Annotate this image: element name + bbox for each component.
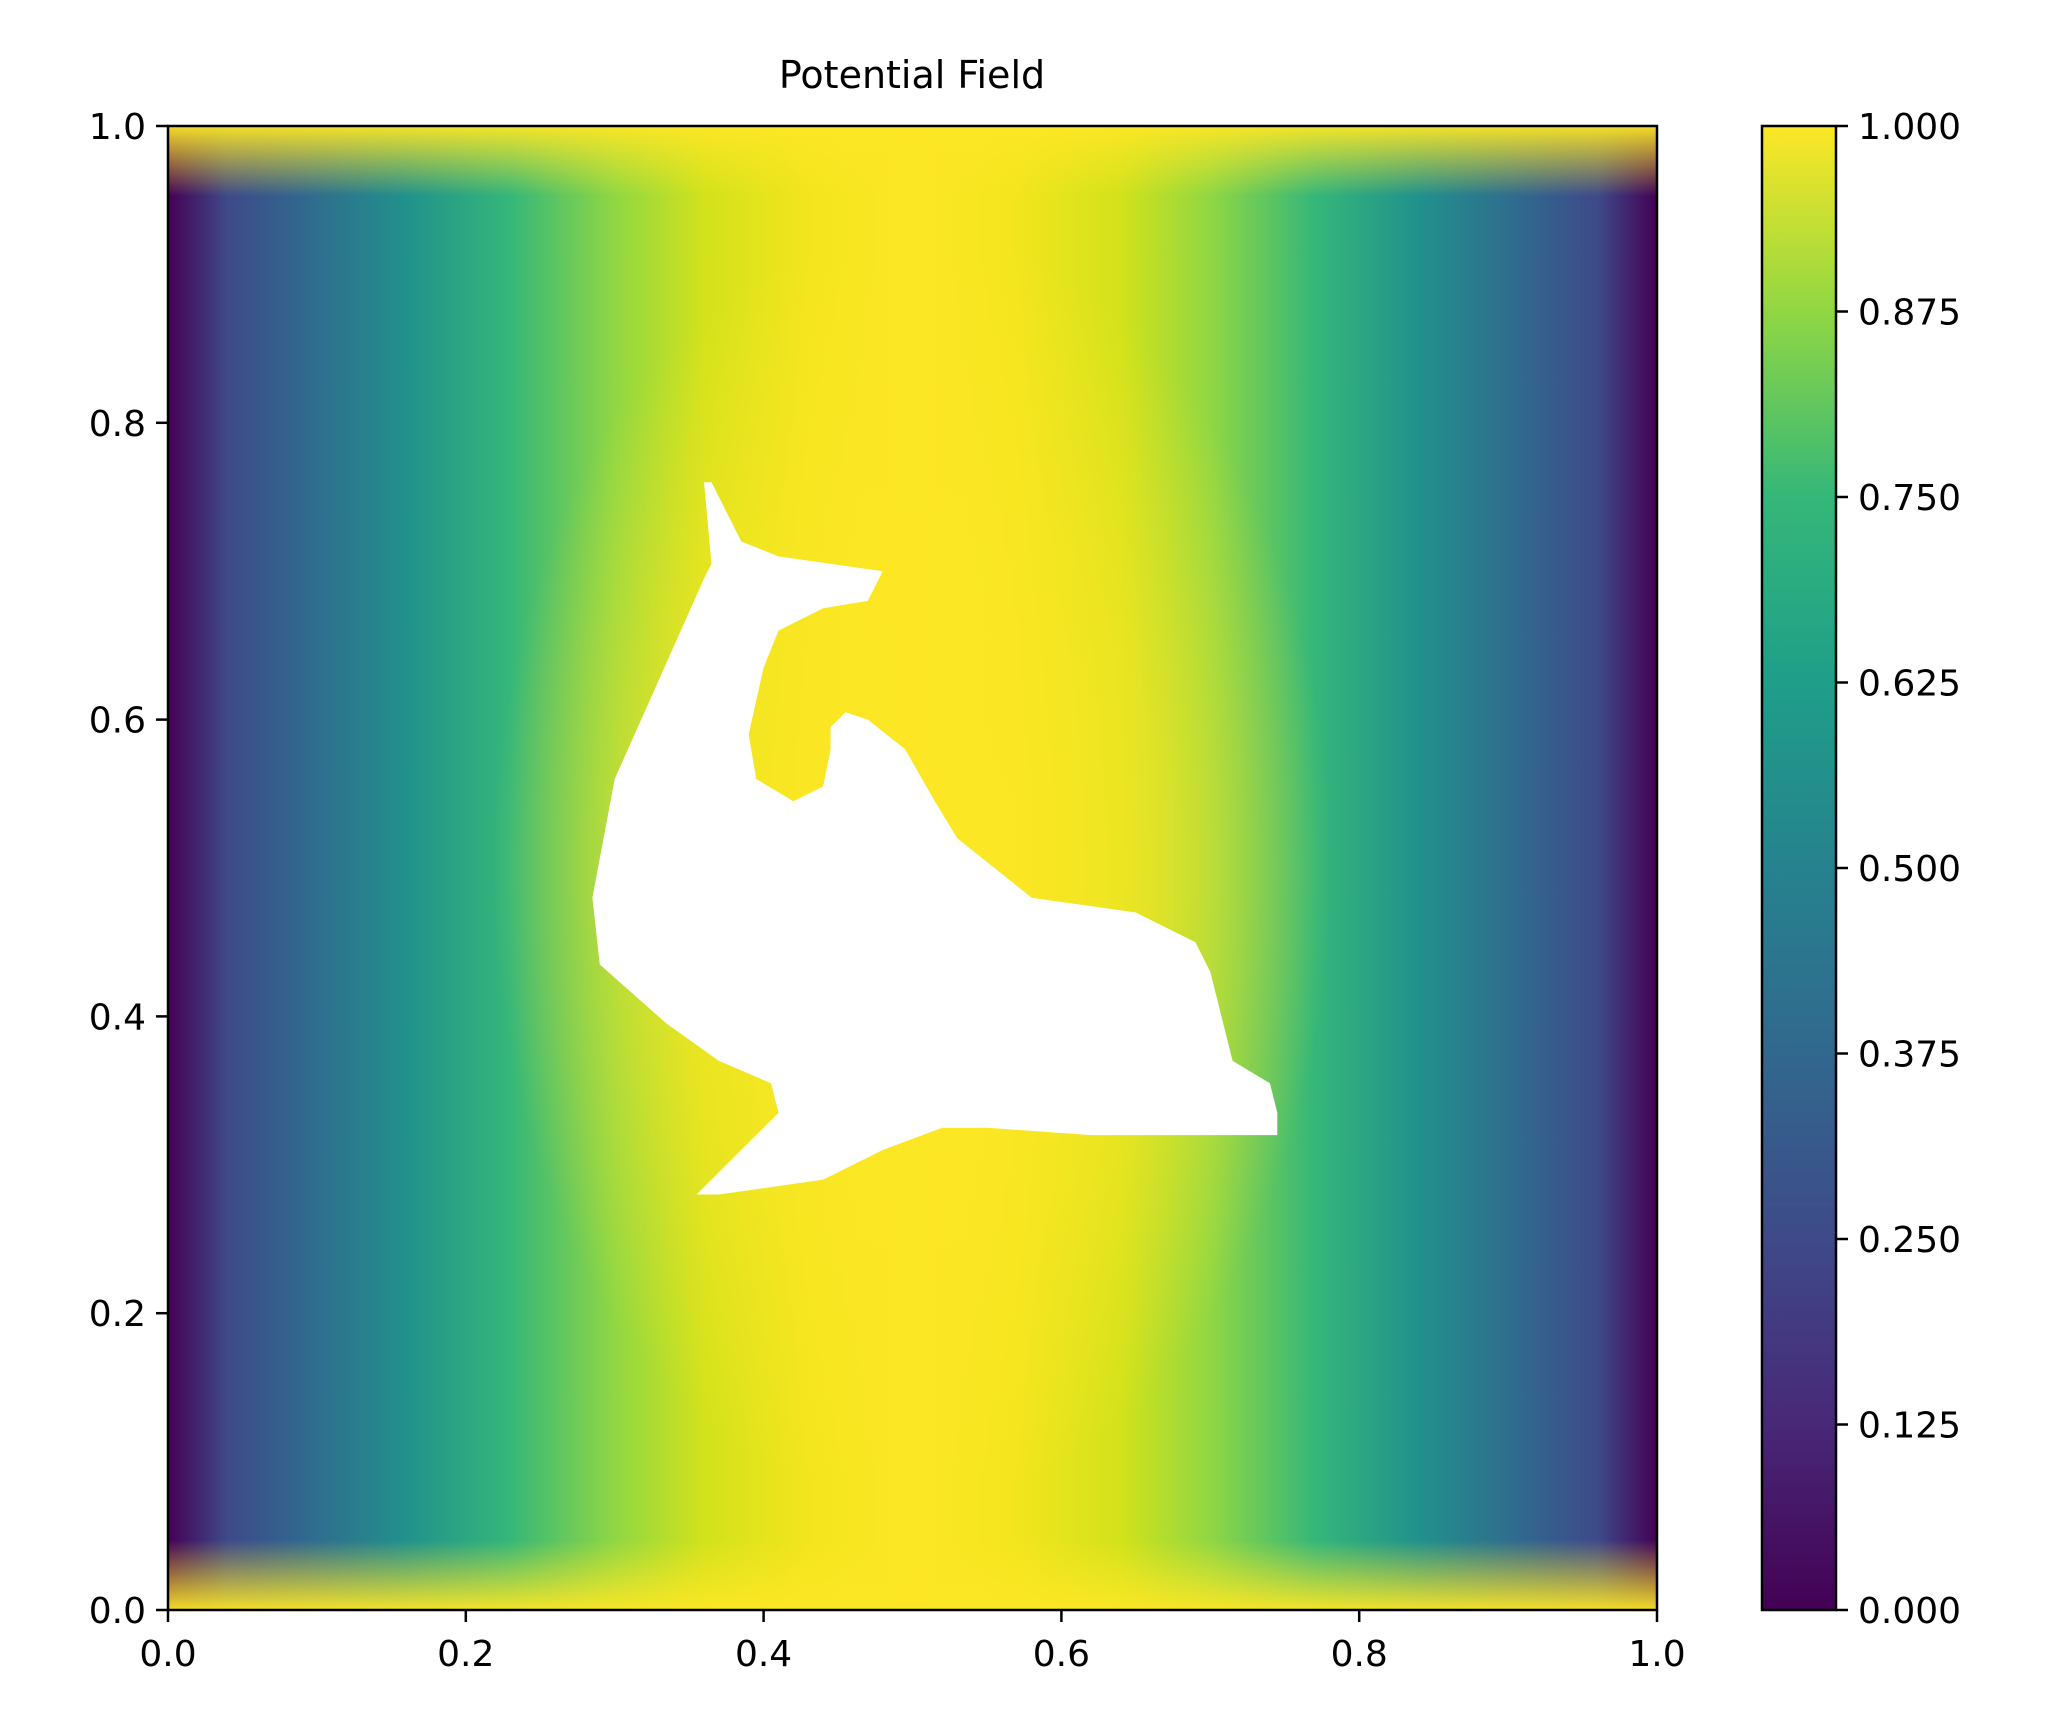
x-tick-label: 1.0: [1628, 1634, 1685, 1675]
colorbar-tick-label: 1.000: [1858, 107, 1961, 148]
dolphin-obstacle: [592, 482, 1278, 1195]
x-tick-label: 0.2: [437, 1634, 494, 1675]
colorbar-tick-label: 0.000: [1858, 1591, 1961, 1632]
x-tick-label: 0.8: [1331, 1634, 1388, 1675]
colorbar-tick-label: 0.250: [1858, 1220, 1961, 1261]
colorbar-tick-label: 0.875: [1858, 293, 1961, 334]
colorbar-tick-label: 0.750: [1858, 478, 1961, 519]
chart-title: Potential Field: [779, 53, 1045, 97]
y-tick-label: 0.4: [89, 997, 146, 1038]
x-tick-label: 0.4: [735, 1634, 792, 1675]
colorbar-tick-label: 0.375: [1858, 1035, 1961, 1076]
colorbar: [1760, 124, 1838, 1612]
colorbar-axis: 0.000 0.125 0.250 0.375 0.500 0.625 0.750 0.875…: [1836, 107, 1961, 1632]
y-tick-label: 0.6: [89, 701, 146, 742]
x-tick-label: 0.0: [139, 1634, 196, 1675]
y-axis: 0.0 0.2 0.4 0.6 0.8 1.0: [89, 107, 168, 1632]
colorbar-tick-label: 0.125: [1858, 1406, 1961, 1447]
x-tick-label: 0.6: [1033, 1634, 1090, 1675]
axes-frame: [166, 124, 1659, 1612]
field-top-band: [168, 126, 1657, 196]
x-axis: 0.0 0.2 0.4 0.6 0.8 1.0: [139, 1610, 1686, 1675]
y-tick-label: 0.0: [89, 1591, 146, 1632]
colorbar-tick-label: 0.500: [1858, 849, 1961, 890]
field-bottom-band: [168, 1540, 1657, 1610]
y-tick-label: 0.2: [89, 1294, 146, 1335]
plot-area: [168, 126, 1657, 1610]
colorbar-tick-label: 0.625: [1858, 664, 1961, 705]
y-tick-label: 0.8: [89, 404, 146, 445]
y-tick-label: 1.0: [89, 107, 146, 148]
